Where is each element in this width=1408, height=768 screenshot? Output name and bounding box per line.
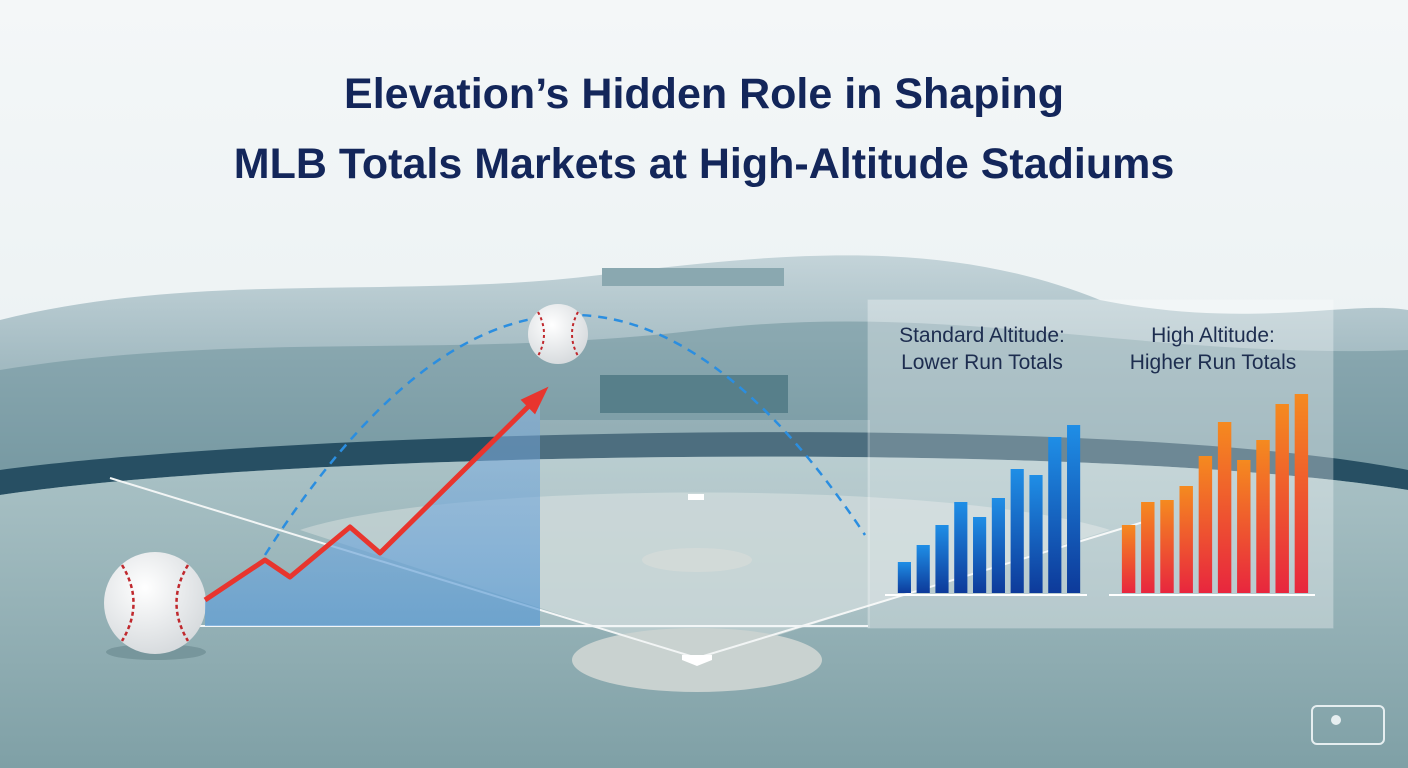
bar [1179, 486, 1193, 593]
bar [1294, 394, 1309, 593]
baseball-top [528, 304, 588, 364]
bar [1256, 440, 1270, 593]
baseball-left [104, 552, 206, 660]
bar [1141, 502, 1155, 593]
bar [916, 545, 930, 593]
title-line: MLB Totals Markets at High-Altitude Stad… [234, 140, 1175, 188]
bar [1121, 525, 1136, 593]
ball-trajectory [263, 313, 867, 556]
bar [1160, 500, 1174, 593]
scoreboard [600, 375, 788, 413]
chart-subtitle: Higher Run Totals [1130, 351, 1297, 374]
bar [1010, 469, 1024, 593]
bar [1029, 475, 1043, 593]
bar [1237, 460, 1251, 593]
line-area [205, 395, 540, 626]
bar [897, 562, 911, 593]
second-base [688, 494, 704, 500]
bar [1067, 425, 1081, 593]
bar [1048, 437, 1062, 593]
chart-title: Standard Altitude: [899, 324, 1065, 347]
home-plate [682, 655, 712, 666]
bar [991, 498, 1005, 593]
scoreboard-top [602, 268, 784, 286]
bar [1217, 422, 1232, 593]
title-line: Elevation’s Hidden Role in Shaping [344, 70, 1064, 118]
chart-title: High Altitude: [1151, 324, 1275, 347]
line [203, 393, 542, 603]
bar [973, 517, 987, 593]
line-arrowhead [520, 386, 549, 415]
bar [954, 502, 968, 593]
mlb-logo [1311, 705, 1385, 745]
bar [1198, 456, 1213, 593]
chart-panel-mid [540, 420, 870, 628]
bar [935, 525, 949, 593]
bar [1275, 404, 1289, 593]
chart-subtitle: Lower Run Totals [901, 351, 1063, 374]
mound [642, 548, 752, 572]
